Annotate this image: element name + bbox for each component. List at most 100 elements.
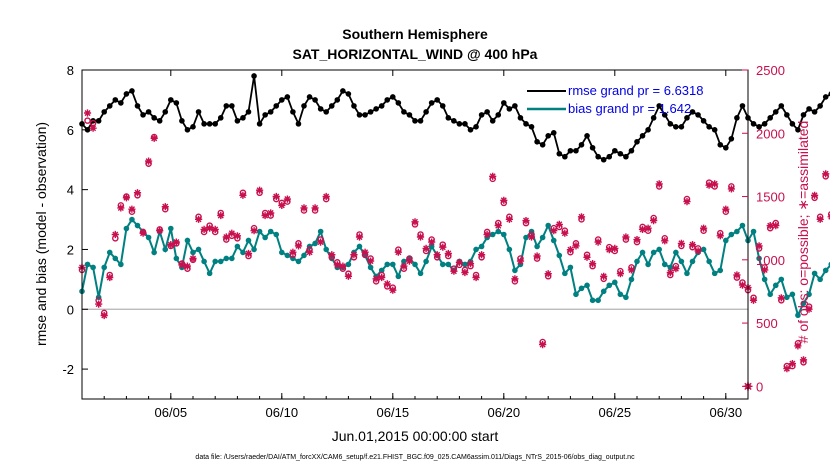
rmse-point: [168, 97, 174, 103]
rmse-point: [106, 103, 113, 109]
rmse-point: [367, 109, 374, 115]
rmse-point: [206, 121, 213, 127]
bias-point: [390, 261, 396, 268]
bias-point: [567, 264, 574, 271]
obs-assimilated-point: [794, 342, 802, 350]
bias-point: [162, 246, 169, 253]
rmse-point: [156, 118, 163, 124]
rmse-point: [279, 97, 285, 103]
rmse-point: [489, 118, 496, 124]
rmse-point: [323, 109, 330, 115]
rmse-point: [478, 112, 485, 118]
obs-assimilated-point: [622, 233, 630, 241]
bias-point: [190, 249, 196, 256]
rmse-point: [639, 133, 646, 139]
bias-point: [667, 264, 674, 271]
obs-assimilated-point: [305, 248, 314, 256]
rmse-point: [151, 115, 157, 121]
rmse-point: [678, 124, 685, 130]
obs-assimilated-point: [311, 204, 319, 212]
obs-assimilated-point: [161, 203, 169, 211]
bias-point: [645, 261, 651, 268]
obs-assimilated-point: [544, 270, 552, 278]
rmse-point: [567, 147, 574, 154]
rmse-point: [562, 153, 568, 160]
bias-point: [284, 252, 291, 259]
x-tick-label: 06/05: [155, 405, 188, 420]
rmse-point: [634, 138, 640, 145]
obs-assimilated-point: [117, 204, 125, 212]
rmse-point: [689, 109, 696, 115]
obs-assimilated-point: [572, 242, 580, 250]
obs-assimilated-point: [261, 211, 269, 220]
rmse-point: [711, 127, 718, 133]
rmse-point: [700, 118, 707, 124]
rmse-point: [501, 100, 507, 106]
obs-assimilated-point: [555, 220, 563, 228]
obs-assimilated-point: [627, 266, 635, 274]
bias-point: [101, 264, 107, 271]
obs-assimilated-point: [450, 267, 458, 275]
obs-assimilated-point: [811, 191, 819, 199]
obs-assimilated-point: [150, 134, 158, 142]
obs-assimilated-point: [206, 224, 214, 232]
rmse-point: [417, 118, 424, 124]
obs-assimilated-point: [816, 215, 824, 223]
bias-point: [822, 267, 829, 274]
rmse-point: [173, 100, 180, 106]
bias-point: [206, 270, 213, 277]
bias-point: [817, 276, 823, 283]
rmse-point: [600, 156, 607, 163]
bias-point: [634, 258, 640, 265]
rmse-point: [717, 141, 724, 148]
rmse-point: [195, 109, 202, 115]
obs-assimilated-point: [666, 268, 674, 277]
obs-assimilated-point: [527, 233, 536, 241]
right-axis-label: # of obs: o=possible; ∗=assimilated: [795, 121, 811, 344]
bias-point: [589, 297, 596, 304]
bias-point: [689, 258, 696, 265]
obs-assimilated-point: [561, 229, 569, 237]
obs-assimilated-point: [500, 196, 508, 204]
bias-point: [700, 246, 707, 253]
rmse-point: [179, 118, 185, 124]
rmse-point: [234, 118, 241, 124]
obs-assimilated-point: [694, 247, 702, 255]
rmse-point: [295, 121, 302, 127]
rmse-point: [317, 106, 324, 112]
bias-point: [168, 225, 174, 232]
rmse-point: [739, 103, 746, 109]
obs-assimilated-point: [106, 273, 114, 282]
bias-point: [811, 270, 818, 277]
bias-point: [256, 228, 263, 235]
obs-assimilated-point: [805, 305, 813, 313]
rmse-point: [539, 141, 546, 148]
obs-assimilated-point: [677, 239, 685, 247]
obs-assimilated-point: [539, 341, 547, 349]
obs-assimilated-point: [339, 262, 347, 270]
x-tick-label: 06/15: [377, 405, 410, 420]
bias-point: [367, 264, 374, 271]
rmse-point: [750, 121, 757, 127]
bias-point: [595, 297, 601, 304]
bias-point: [378, 267, 385, 274]
bias-point: [756, 255, 762, 262]
obs-assimilated-point: [383, 280, 391, 288]
bias-point: [784, 294, 790, 301]
obs-assimilated-point: [672, 265, 680, 273]
bias-point: [118, 261, 124, 268]
rmse-point: [384, 97, 391, 103]
bias-point: [739, 222, 746, 229]
rmse-point: [789, 121, 796, 127]
y-axis-ticks: -2 0 2 4 6 8: [62, 63, 88, 377]
rmse-point: [334, 97, 341, 103]
obs-assimilated-point: [605, 246, 613, 254]
y-tick-label: 4: [67, 183, 74, 198]
y-tick-label: 6: [67, 123, 74, 138]
obs-assimilated-point: [317, 238, 325, 246]
rmse-point: [356, 112, 363, 118]
rmse-point: [434, 97, 441, 103]
obs-assimilated-point: [711, 180, 719, 188]
obs-assimilated-point: [167, 241, 175, 249]
bias-point: [717, 267, 724, 274]
